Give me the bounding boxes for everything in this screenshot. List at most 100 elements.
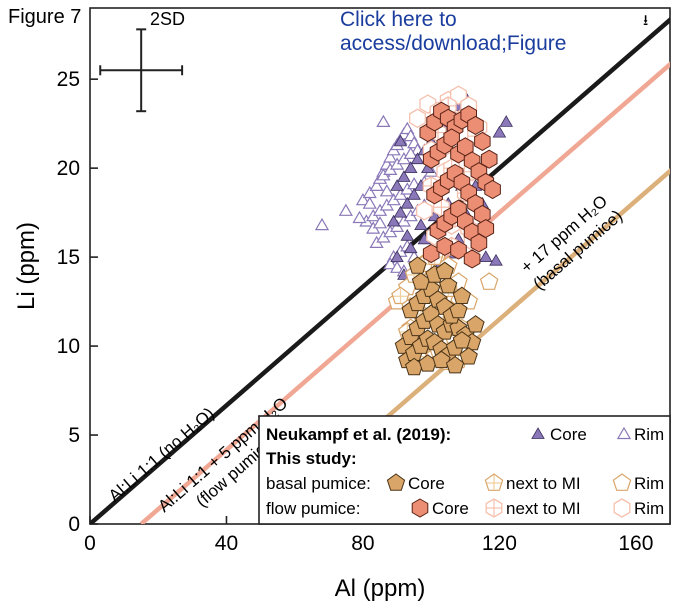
x-tick-label: 0 <box>84 532 96 555</box>
y-tick-label: 25 <box>57 68 80 91</box>
data-point <box>379 184 394 197</box>
data-point <box>403 241 418 254</box>
data-point <box>352 210 367 224</box>
data-point <box>443 128 460 148</box>
x-tick-label: 160 <box>618 532 653 555</box>
figure-label: Figure 7 <box>8 6 82 28</box>
data-point <box>386 214 401 227</box>
data-point <box>470 233 488 253</box>
data-point <box>450 240 467 260</box>
data-point <box>445 355 465 374</box>
data-point <box>408 256 427 274</box>
data-point <box>436 236 454 256</box>
legend-flow-rim: Rim <box>634 499 664 518</box>
data-point <box>449 300 468 319</box>
data-point <box>480 149 498 169</box>
download-link[interactable]: Click here to access/download;Figure <box>340 8 567 55</box>
y-tick-label: 0 <box>68 513 80 536</box>
legend-pentagon-filled <box>386 473 406 491</box>
axis-labels: Al (ppm) Li (ppm) <box>13 222 425 602</box>
data-point <box>383 150 398 163</box>
data-point <box>409 108 426 129</box>
legend-neukampf-core: Core <box>550 425 587 444</box>
error-bar-label: 2SD <box>150 9 186 29</box>
data-point <box>397 170 411 182</box>
data-point <box>479 250 493 263</box>
data-point <box>400 229 415 241</box>
data-point <box>452 331 471 349</box>
y-tick-label: 5 <box>68 424 80 447</box>
data-point <box>489 253 503 266</box>
data-point <box>415 201 433 221</box>
legend-neukampf-rim: Rim <box>634 425 664 444</box>
legend-pentagon-cross <box>484 473 504 491</box>
data-point <box>432 350 451 369</box>
y-tick-label: 10 <box>57 335 80 358</box>
data-point <box>467 115 484 135</box>
data-point <box>355 192 371 206</box>
x-tick-label: 80 <box>351 532 374 555</box>
legend-hexagon-open <box>613 498 631 518</box>
download-icon[interactable]: ⭳ <box>643 11 649 29</box>
data-points <box>314 85 513 376</box>
reference-line-label-group: + 17 ppm H₂O(basal pumice) <box>517 191 626 293</box>
legend-basal-next-to-mi: next to MI <box>506 474 581 493</box>
data-point <box>390 179 404 191</box>
data-point <box>314 217 330 231</box>
data-point <box>407 187 421 200</box>
data-point <box>474 131 491 151</box>
data-point <box>499 115 513 127</box>
data-point <box>477 219 495 239</box>
data-point <box>389 260 405 273</box>
data-point <box>393 134 408 147</box>
data-point <box>463 249 481 269</box>
axes-group: 0 40 80 120 160 0 5 10 15 20 25 <box>57 7 671 555</box>
data-point <box>362 196 377 209</box>
legend-hexagon-filled <box>411 498 429 518</box>
legend-flow-label: flow pumice: <box>266 499 360 518</box>
legend-box <box>258 415 671 525</box>
legend-this-study-label: This study: <box>266 449 357 468</box>
data-point <box>369 178 384 191</box>
data-point <box>391 286 410 305</box>
x-axis-label: Al (ppm) <box>335 575 426 602</box>
y-axis-label: Li (ppm) <box>13 222 40 310</box>
data-point <box>484 179 501 200</box>
y-tick-label: 20 <box>57 157 80 180</box>
data-point <box>372 216 388 229</box>
data-point <box>383 256 398 270</box>
legend-flow-next-to-mi: next to MI <box>506 499 581 518</box>
data-point <box>338 203 353 216</box>
data-point <box>459 347 478 365</box>
data-point <box>390 250 404 263</box>
error-bar <box>99 28 184 113</box>
data-point <box>414 218 428 231</box>
data-point <box>400 196 415 209</box>
x-tick-label: 120 <box>482 532 517 555</box>
legend-basal-label: basal pumice: <box>266 474 371 493</box>
data-point <box>376 114 391 128</box>
x-tick-label: 40 <box>215 532 238 555</box>
legend: Neukampf et al. (2019): Core Rim This study… <box>258 415 671 525</box>
data-point <box>479 272 499 290</box>
y-tick-label: 15 <box>57 246 80 269</box>
data-point <box>410 152 425 165</box>
legend-basal-rim: Rim <box>634 474 664 493</box>
data-point <box>403 161 418 174</box>
legend-triangle-open <box>616 426 632 440</box>
legend-flow-core: Core <box>432 499 469 518</box>
data-point <box>393 205 408 218</box>
data-point <box>439 275 458 294</box>
legend-triangle-filled <box>531 427 545 439</box>
data-point <box>403 146 418 159</box>
legend-hexagon-cross <box>485 498 503 518</box>
legend-basal-core: Core <box>408 474 445 493</box>
legend-pentagon-open <box>612 473 632 491</box>
data-point <box>435 261 454 280</box>
data-point <box>466 315 485 333</box>
data-point <box>492 125 507 138</box>
legend-neukampf-label: Neukampf et al. (2019): <box>266 425 451 444</box>
data-point <box>452 286 471 304</box>
data-point <box>450 85 467 105</box>
